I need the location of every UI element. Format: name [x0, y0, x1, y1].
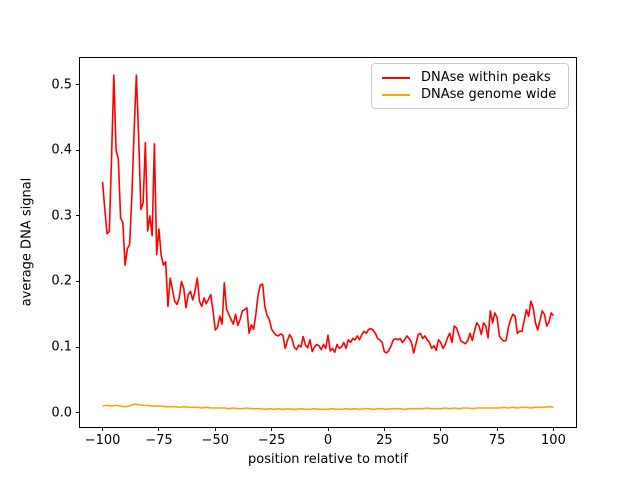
legend-item-dnase-within-peaks: DNAse within peaks: [382, 69, 558, 86]
y-tick-label: 0.3: [51, 208, 72, 224]
y-tick-mark: [76, 412, 80, 414]
legend-label-dnase-genome-wide: DNAse genome wide: [421, 86, 557, 102]
series-line-dnase-within-peaks: [101, 74, 555, 354]
y-tick-label: 0.1: [51, 339, 72, 355]
x-tick-label: 25: [376, 433, 393, 448]
legend: DNAse within peaks DNAse genome wide: [371, 63, 569, 109]
x-tick-label: 75: [488, 433, 506, 448]
legend-line-swatch-red: [382, 76, 410, 79]
y-tick-mark: [76, 84, 80, 86]
x-tick-label: −25: [257, 433, 286, 448]
plot-area: [79, 57, 577, 428]
x-tick-label: 50: [432, 433, 449, 448]
y-tick-mark: [76, 149, 80, 151]
legend-label-dnase-within-peaks: DNAse within peaks: [421, 69, 551, 85]
x-tick-mark: [102, 427, 104, 431]
x-tick-mark: [383, 427, 385, 431]
x-tick-label: 0: [323, 433, 333, 448]
chart-canvas: [101, 74, 555, 411]
series-line-dnase-genome-wide: [102, 403, 554, 411]
y-tick-label: 0.0: [51, 405, 72, 421]
y-tick-mark: [76, 215, 80, 217]
y-tick-mark: [76, 346, 80, 348]
x-tick-mark: [552, 427, 554, 431]
y-tick-label: 0.5: [51, 77, 72, 93]
x-tick-mark: [440, 427, 442, 431]
x-tick-mark: [158, 427, 160, 431]
x-axis-label: position relative to motif: [248, 452, 408, 467]
x-tick-mark: [214, 427, 216, 431]
y-axis-label: average DNA signal: [19, 177, 35, 307]
x-tick-mark: [327, 427, 329, 431]
x-tick-mark: [271, 427, 273, 431]
y-tick-label: 0.2: [51, 273, 72, 289]
x-tick-label: −75: [145, 433, 173, 448]
y-tick-label: 0.4: [51, 142, 72, 158]
x-tick-mark: [496, 427, 498, 431]
legend-item-dnase-genome-wide: DNAse genome wide: [382, 86, 558, 103]
x-tick-label: −100: [84, 433, 121, 448]
legend-line-swatch-orange: [382, 93, 410, 96]
x-tick-label: −50: [201, 433, 229, 448]
y-tick-mark: [76, 280, 80, 282]
x-tick-label: 100: [541, 433, 566, 448]
